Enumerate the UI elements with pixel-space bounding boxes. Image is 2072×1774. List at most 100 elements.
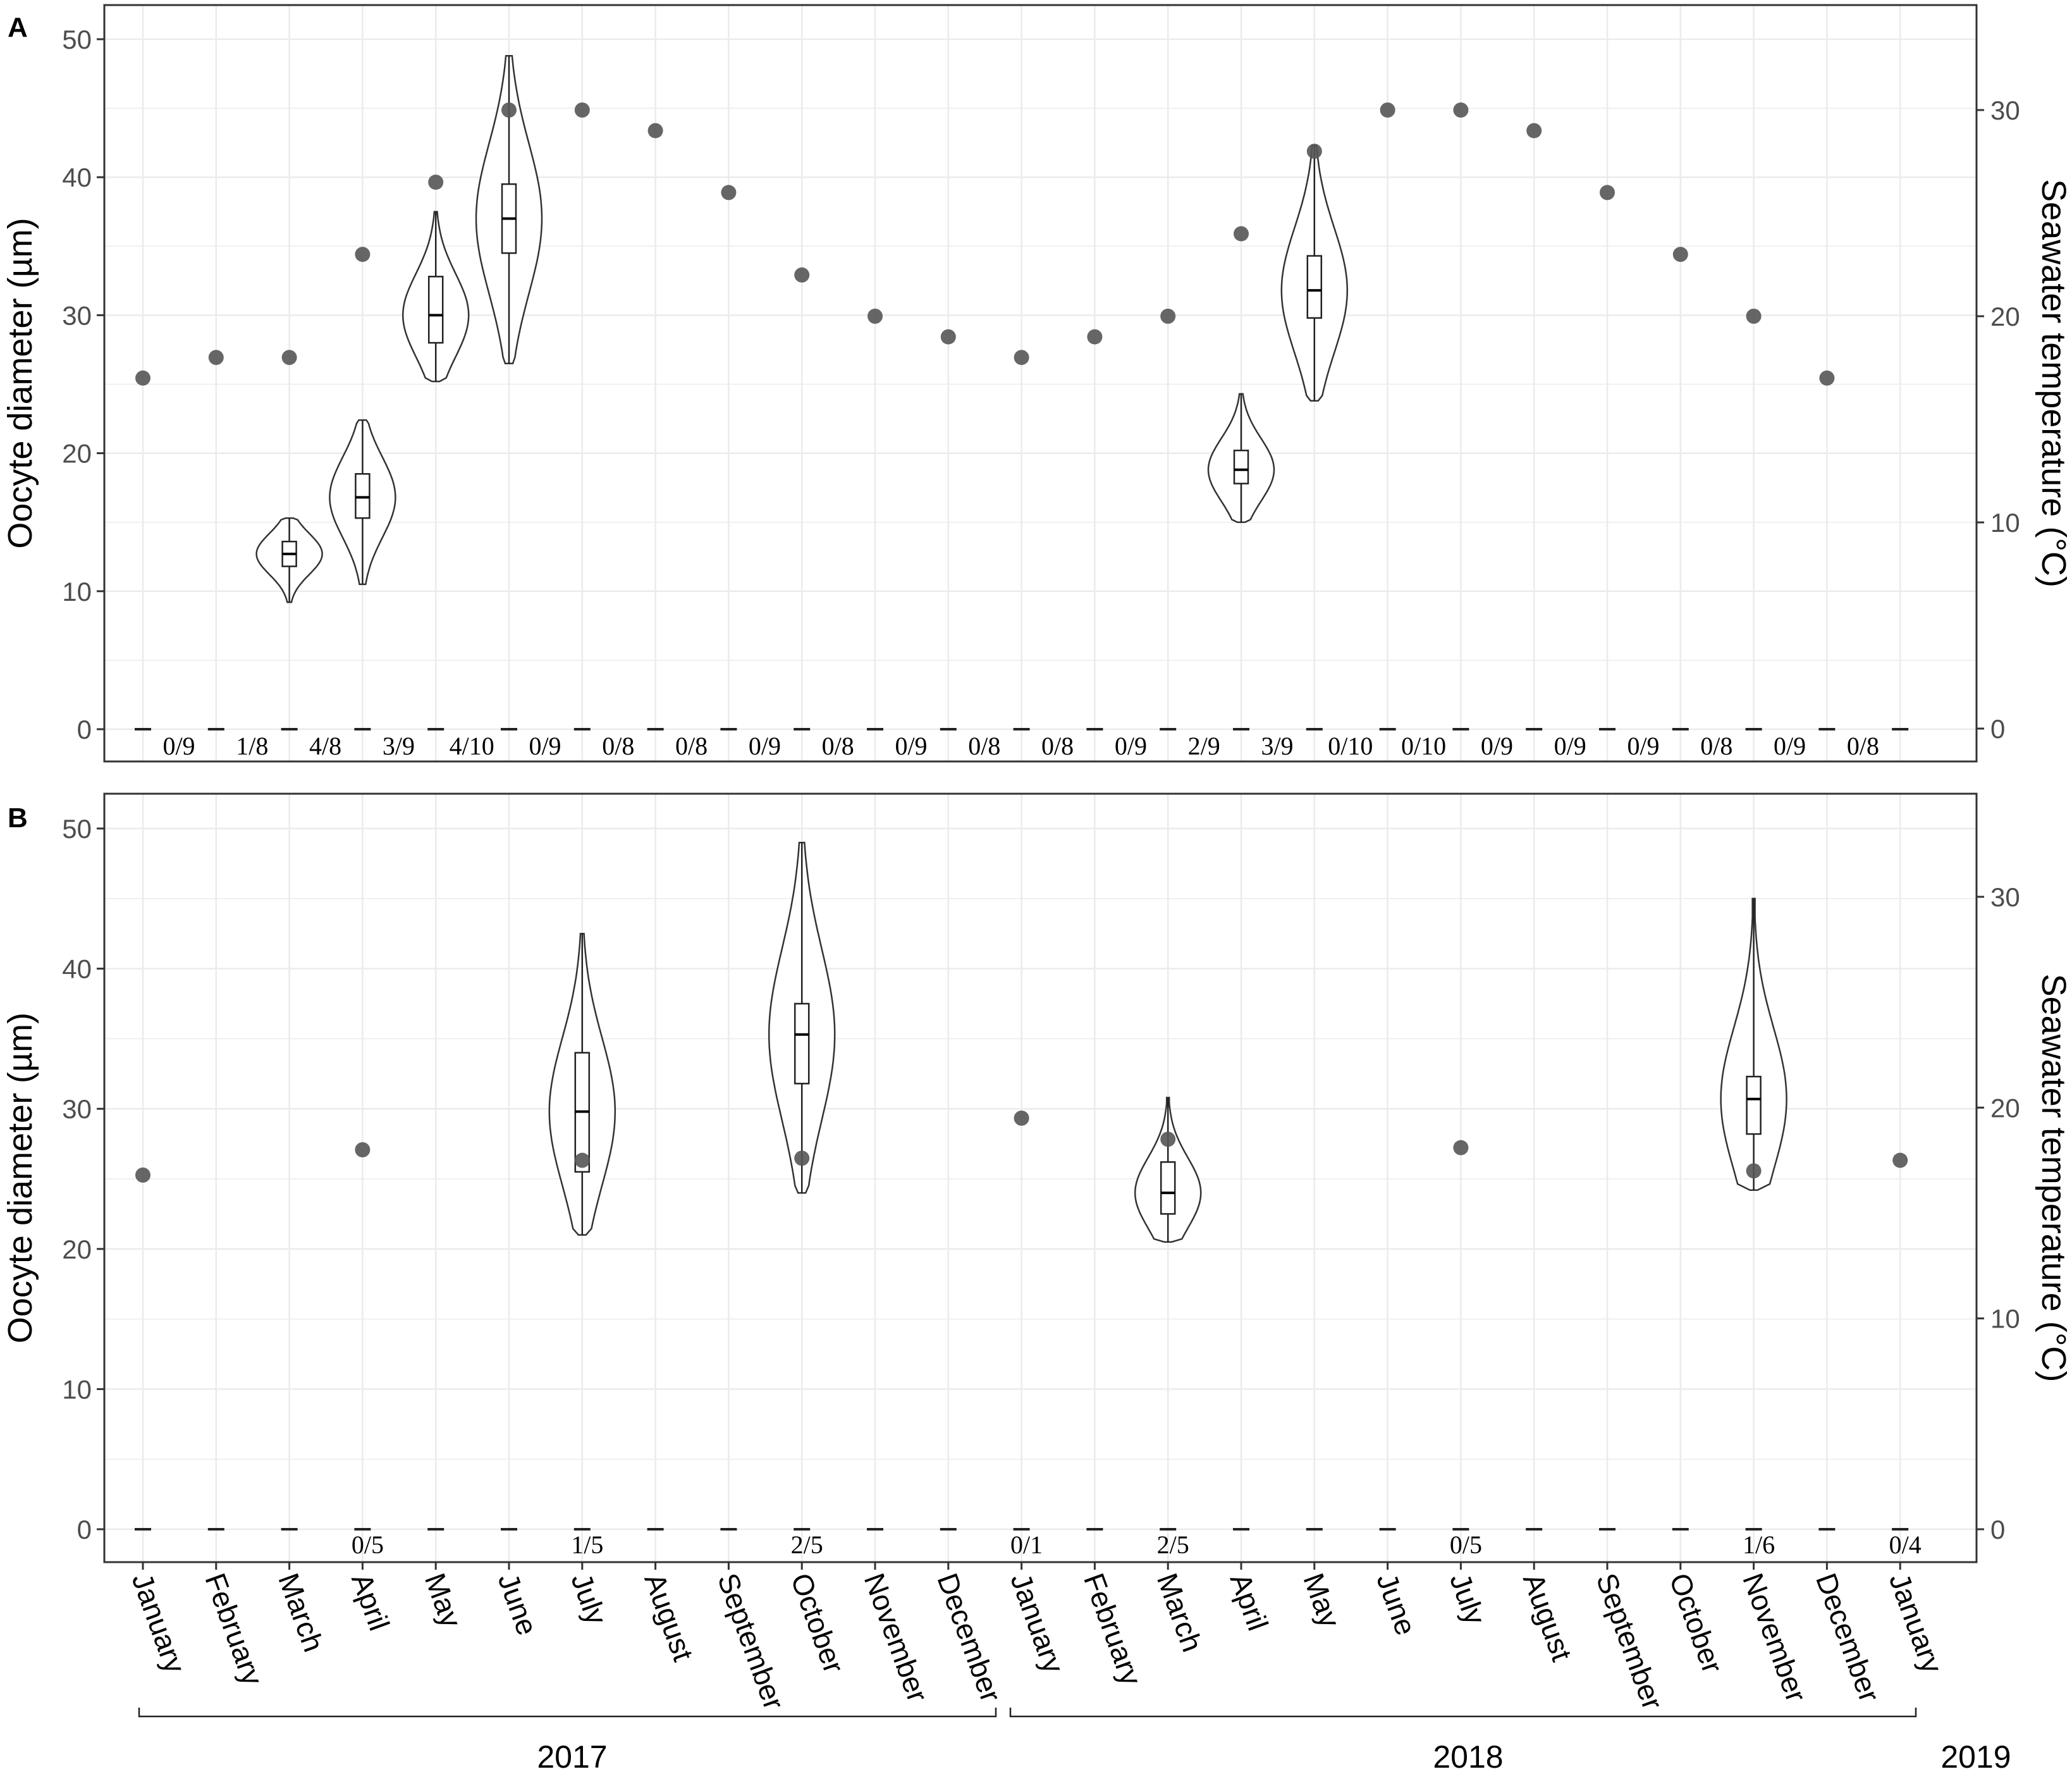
sample-ratio-label: 0/4 [1889,1531,1922,1559]
sample-ratio-label: 4/8 [309,732,341,760]
sample-ratio-label: 1/6 [1743,1531,1775,1559]
temperature-point [794,267,810,283]
year-label: 2017 [537,1739,607,1774]
sample-ratio-label: 0/8 [1700,732,1732,760]
x-tick-label-month: March [272,1569,331,1656]
x-tick-label-month: April [345,1569,396,1635]
sample-ratio-label: 3/9 [1261,732,1293,760]
temperature-point [574,1152,590,1168]
temperature-point [1819,370,1835,386]
sample-ratio-label: 3/9 [383,732,415,760]
temperature-point [501,102,517,118]
temperature-point [355,1142,371,1157]
y-tick-label-right: 20 [1990,1093,2020,1123]
temperature-point [574,102,590,118]
x-axis-months: January February March April May June July Augu… [126,1562,1949,1714]
temperature-point [1234,226,1249,242]
y-axis-title-right: Seawater temperature (°C) [2035,974,2072,1383]
panel-b: 0 10 20 30 40 50 0 10 20 30 Oocyte diameter (µm) Se… [1,792,2072,1563]
x-tick-label-month: June [492,1569,544,1640]
sample-ratio-label: 0/9 [895,732,927,760]
sample-ratio-label: 0/5 [352,1531,384,1559]
temperature-point [940,329,956,345]
x-tick-label-month: August [1517,1569,1579,1666]
sample-ratio-label: 0/8 [602,732,634,760]
violin-box [355,473,371,519]
year-label: 2019 [1940,1739,2011,1774]
x-tick-label-month: November [858,1569,935,1706]
y-axis-title-left: Oocyte diameter (µm) [1,218,39,548]
x-tick-label-month: January [126,1569,192,1678]
temperature-point [1526,123,1542,139]
temperature-point [1453,102,1469,118]
temperature-point [1600,185,1615,200]
x-tick-label-month: September [711,1569,791,1714]
x-tick-label-month: December [1810,1569,1886,1706]
violin-box [427,276,444,344]
sample-ratio-label: 0/8 [675,732,708,760]
sample-ratio-label: 1/8 [236,732,268,760]
temperature-point [1380,102,1395,118]
year-bracket [138,1708,997,1718]
plot-frame [103,4,1978,763]
sample-ratio-label: 0/9 [1554,732,1586,760]
y-tick-label-left: 40 [62,163,92,192]
y-tick-label-left: 20 [62,439,92,469]
y-axis-title-left: Oocyte diameter (µm) [1,1013,39,1343]
temperature-point [1160,309,1176,324]
temperature-point [281,350,297,366]
y-tick-label-left: 0 [77,1515,92,1544]
y-tick-label-left: 10 [62,1374,92,1404]
sample-ratio-label: 4/10 [450,732,494,760]
panel-a: 0 10 20 30 40 50 0 10 20 30 Oocyte diameter (µm) Se… [1,4,2072,763]
x-tick-label-month: January [1004,1569,1070,1678]
temperature-point [647,123,663,139]
y-tick-label-left: 50 [62,814,92,844]
sample-ratio-label: 0/8 [822,732,854,760]
sample-ratio-label: 0/9 [1774,732,1806,760]
sample-ratio-label: 0/9 [1627,732,1659,760]
y-tick-label-left: 30 [62,300,92,330]
panel-label: B [8,803,28,834]
violin-box [1746,1075,1762,1135]
sample-ratio-label: 0/10 [1401,732,1446,760]
y-tick-label-right: 10 [1990,508,2020,538]
x-tick-label-month: June [1370,1569,1423,1640]
sample-ratio-label: 0/8 [1847,732,1879,760]
panel-label: A [8,12,28,43]
year-brackets: 2017 2018 2019 [138,1708,2011,1774]
sample-ratio-label: 0/5 [1450,1531,1482,1559]
x-tick-label-month: May [419,1569,469,1632]
sample-ratio-label: 0/9 [749,732,781,760]
temperature-point [1160,1131,1176,1147]
y-tick-label-right: 0 [1990,714,2005,744]
x-tick-label-month: February [1077,1569,1148,1690]
sample-ratio-label: 2/9 [1188,732,1220,760]
y-tick-label-right: 20 [1990,302,2020,331]
sample-ratio-label: 0/8 [968,732,1000,760]
sample-ratio-label: 0/9 [1481,732,1513,760]
sample-ratio-label: 2/5 [791,1531,823,1559]
temperature-point [428,175,444,190]
sample-ratio-label: 0/9 [1115,732,1147,760]
sample-ratio-label: 0/8 [1041,732,1074,760]
y-tick-label-left: 50 [62,25,92,54]
temperature-point [721,185,737,200]
temperature-point [1453,1140,1469,1155]
x-tick-label-month: July [1444,1569,1492,1629]
sample-ratio-label: 0/1 [1010,1531,1043,1559]
temperature-point [355,247,371,262]
temperature-point [208,350,224,366]
sample-ratio-label: 0/9 [529,732,561,760]
y-tick-label-right: 30 [1990,95,2020,125]
temperature-point [1746,309,1762,324]
y-tick-label-left: 30 [62,1094,92,1124]
temperature-point [135,1167,150,1183]
y-tick-label-left: 40 [62,954,92,984]
x-tick-label-month: March [1151,1569,1210,1656]
x-tick-label-month: August [638,1569,700,1666]
violin-box [1306,255,1323,319]
year-label: 2018 [1433,1739,1503,1774]
year-bracket [1009,1708,1917,1718]
violin-box [1160,1161,1176,1215]
